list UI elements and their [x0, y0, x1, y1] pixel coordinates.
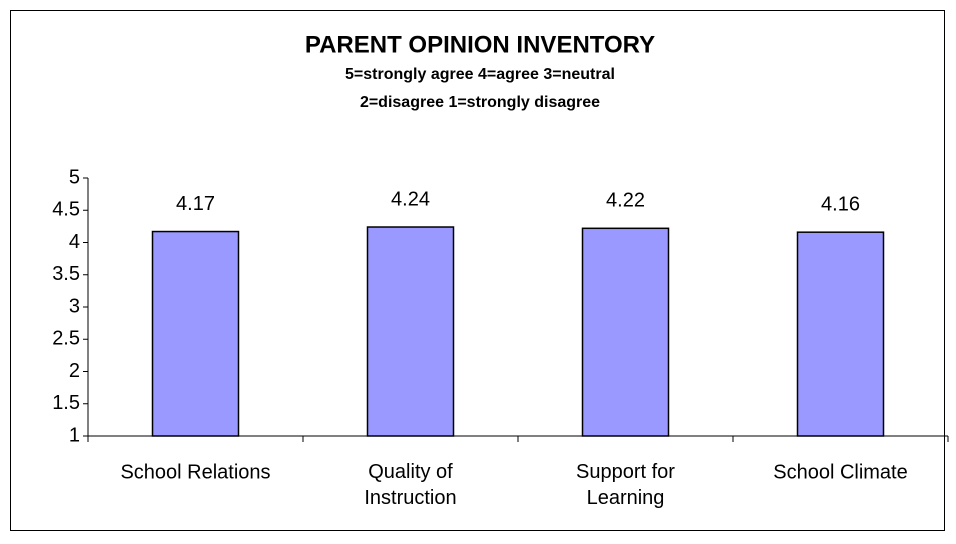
y-tick-label: 2.5: [52, 328, 80, 350]
y-tick-label: 4: [69, 231, 80, 253]
y-tick-label: 1.5: [52, 392, 80, 414]
x-tick-label: School Relations: [120, 461, 270, 483]
bar: [581, 227, 670, 437]
chart-subtitle: 5=strongly agree 4=agree 3=neutral: [345, 66, 615, 83]
y-tick-label: 3.5: [52, 263, 80, 285]
x-tick-label: Quality of Instruction: [364, 461, 456, 509]
y-tick-label: 2: [69, 360, 80, 382]
chart-title: PARENT OPINION INVENTORY: [305, 31, 655, 58]
value-label: 4.16: [821, 193, 860, 215]
bar: [366, 226, 455, 437]
chart-subtitle: 2=disagree 1=strongly disagree: [360, 94, 600, 111]
value-label: 4.24: [391, 188, 430, 210]
y-tick-label: 4.5: [52, 199, 80, 221]
bar: [151, 230, 240, 437]
y-tick-label: 1: [69, 424, 80, 446]
y-tick-label: 5: [69, 166, 80, 188]
y-tick-label: 3: [69, 295, 80, 317]
x-tick-label: School Climate: [773, 461, 908, 483]
bar: [796, 231, 885, 437]
value-label: 4.22: [606, 190, 645, 212]
value-label: 4.17: [176, 193, 215, 215]
x-tick-label: Support for Learning: [576, 461, 675, 509]
